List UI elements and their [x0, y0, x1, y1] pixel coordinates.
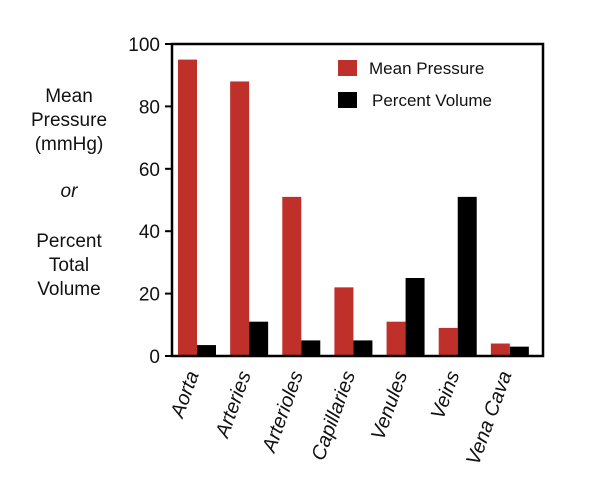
category-label: Arteries — [211, 368, 256, 441]
y-axis-label-line: (mmHg) — [35, 134, 104, 155]
bar — [178, 59, 197, 356]
y-tick-label: 80 — [139, 97, 160, 118]
legend: Mean Pressure Percent Volume — [338, 59, 492, 110]
y-axis-label: Mean Pressure (mmHg) or Percent Total Vo… — [31, 86, 107, 300]
bar — [386, 321, 406, 356]
y-axis-label-line: or — [61, 181, 79, 202]
bar — [334, 287, 354, 356]
y-axis-ticks: 0 20 40 60 80 100 — [128, 35, 172, 368]
bar — [301, 340, 321, 356]
y-axis-label-line: Mean — [45, 86, 93, 107]
bar — [405, 278, 425, 356]
y-axis-label-line: Pressure — [31, 110, 107, 131]
y-axis-label-line: Total — [49, 255, 89, 276]
bar — [457, 196, 477, 356]
bar — [230, 81, 250, 356]
y-tick-label: 0 — [149, 347, 160, 368]
category-label: Venules — [367, 368, 412, 443]
bars — [178, 59, 529, 356]
legend-label: Percent Volume — [372, 91, 492, 110]
legend-swatch — [338, 60, 357, 76]
category-labels: Aorta Arteries Arterioles Capillaries Venule… — [166, 368, 516, 468]
y-tick-label: 60 — [139, 160, 160, 181]
y-axis-label-line: Volume — [37, 279, 100, 300]
y-axis-label-line: Percent — [36, 231, 102, 252]
category-label: Aorta — [166, 368, 203, 421]
category-label: Arterioles — [258, 368, 308, 456]
y-tick-label: 20 — [139, 285, 160, 306]
legend-swatch — [338, 92, 357, 108]
category-label: Capillaries — [308, 368, 361, 463]
legend-label: Mean Pressure — [369, 59, 484, 78]
bar — [282, 196, 302, 356]
bar — [438, 327, 458, 356]
category-label: Veins — [427, 368, 465, 422]
y-tick-label: 40 — [139, 222, 160, 243]
y-tick-label: 100 — [128, 35, 160, 56]
bar — [490, 343, 510, 356]
bar — [353, 340, 373, 356]
category-label: Vena Cava — [462, 368, 516, 468]
plot-frame — [170, 42, 545, 358]
bar — [249, 321, 269, 356]
bar — [509, 346, 529, 356]
bar — [197, 345, 216, 356]
